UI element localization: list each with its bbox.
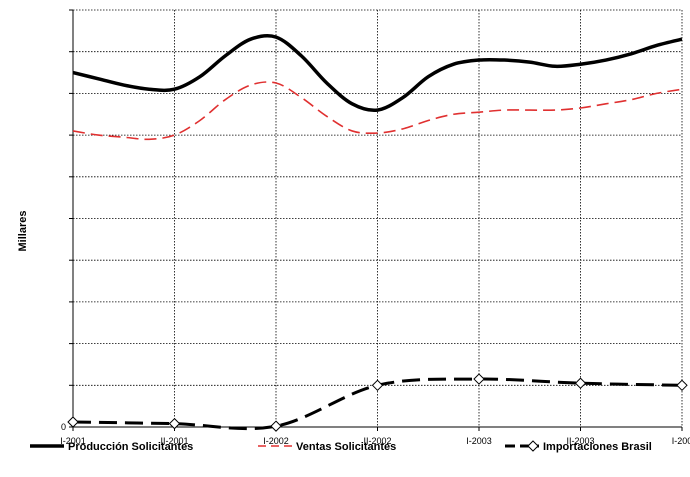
legend: Producción Solicitantes Ventas Solicitant… <box>30 440 652 453</box>
legend-marker <box>527 440 539 452</box>
legend-label: Ventas Solicitantes <box>296 441 396 453</box>
x-tick-label: II-2002 <box>363 436 391 446</box>
data-point-marker <box>473 373 485 385</box>
plot-area: 0 I-2001 II-2001 I-2002 II-2002 I-2003 II-2003… <box>60 9 690 446</box>
data-point-marker <box>168 417 181 430</box>
data-point-marker <box>574 377 587 389</box>
y-axis-title: Millares <box>17 211 29 252</box>
x-tick-label: I-2001 <box>60 436 86 446</box>
data-point-marker <box>270 420 282 432</box>
series-line-ventas-solicitantes <box>72 81 683 141</box>
x-tick-label: II-2001 <box>160 436 188 446</box>
data-point-marker <box>371 379 384 392</box>
legend-label: Importaciones Brasil <box>543 441 652 453</box>
x-tick-label: I-200 <box>672 436 690 446</box>
x-tick-label: I-2002 <box>263 436 289 446</box>
legend-label: Producción Solicitantes <box>68 441 193 453</box>
x-tick-label: I-2003 <box>466 436 492 446</box>
y-tick-label: 0 <box>61 422 66 432</box>
series-line-produccion-solicitantes <box>72 33 683 113</box>
x-tick-label: II-2003 <box>566 436 594 446</box>
data-point-marker <box>676 379 688 392</box>
data-point-marker <box>67 416 79 428</box>
